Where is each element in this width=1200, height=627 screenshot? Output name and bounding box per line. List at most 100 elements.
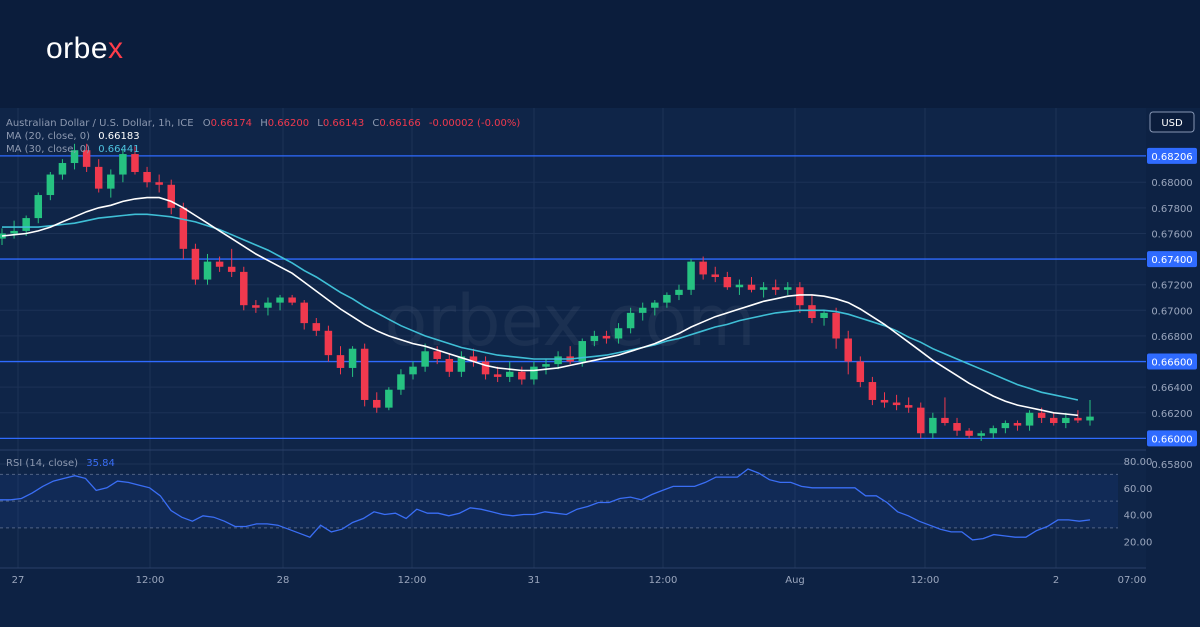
candle-body bbox=[288, 297, 296, 303]
candle-body bbox=[481, 361, 490, 375]
time-tick-label: 28 bbox=[277, 575, 290, 586]
candle-body bbox=[493, 374, 502, 377]
candle-body bbox=[227, 266, 236, 272]
candle-body bbox=[614, 328, 623, 339]
ma20-value: 0.66183 bbox=[98, 131, 139, 142]
candle-body bbox=[1086, 416, 1094, 421]
candle-body bbox=[215, 261, 224, 267]
candle-body bbox=[10, 230, 18, 234]
candle-body bbox=[723, 277, 732, 288]
candle-body bbox=[457, 356, 466, 372]
candle-body bbox=[590, 335, 599, 342]
candle-body bbox=[22, 218, 30, 231]
ohlc-close-value: 0.66166 bbox=[379, 118, 420, 129]
ohlc-close-key: C bbox=[372, 118, 379, 129]
candle-body bbox=[953, 423, 961, 431]
candle-body bbox=[554, 356, 562, 365]
candle-body bbox=[675, 289, 683, 295]
rsi-legend: RSI (14, close) 35.84 bbox=[6, 458, 115, 469]
ohlc-low-key: L bbox=[317, 118, 323, 129]
candle-body bbox=[832, 312, 840, 339]
ma20-label: MA (20, close, 0) bbox=[6, 131, 90, 142]
candle-body bbox=[626, 312, 635, 329]
grid bbox=[0, 108, 1146, 568]
candle-body bbox=[336, 355, 345, 368]
rsi-line bbox=[0, 468, 1091, 541]
price-tick-label: 0.66200 bbox=[1151, 409, 1192, 420]
currency-button-label: USD bbox=[1161, 118, 1183, 129]
symbol-label: Australian Dollar / U.S. Dollar, 1h, ICE bbox=[6, 118, 194, 129]
candle-body bbox=[530, 366, 538, 380]
rsi-label: RSI (14, close) bbox=[6, 458, 78, 469]
candle-body bbox=[602, 335, 611, 339]
ma30-legend: MA (30, close, 0) 0.66441 bbox=[6, 144, 140, 155]
candle-body bbox=[505, 371, 514, 377]
candle-body bbox=[409, 366, 417, 375]
time-tick-label: 07:00 bbox=[1118, 575, 1147, 586]
candle-body bbox=[941, 417, 949, 424]
candle-body bbox=[360, 348, 369, 400]
candle-body bbox=[856, 361, 865, 383]
ma30-line bbox=[2, 213, 1079, 401]
candle-body bbox=[796, 287, 804, 306]
candle-body bbox=[989, 428, 998, 434]
candle-body bbox=[651, 302, 659, 308]
candle-body bbox=[542, 364, 550, 367]
candle-body bbox=[276, 297, 284, 303]
candle-body bbox=[965, 430, 973, 436]
candle-body bbox=[820, 312, 828, 318]
ma20-line bbox=[1, 196, 1078, 417]
currency-button[interactable] bbox=[1149, 111, 1195, 133]
candle-body bbox=[119, 154, 127, 175]
candle-body bbox=[638, 307, 647, 313]
candle-body bbox=[70, 150, 79, 164]
price-tick-label: 0.67000 bbox=[1151, 306, 1192, 317]
price-tick-label: 0.66800 bbox=[1151, 332, 1192, 343]
candle-body bbox=[784, 287, 792, 290]
candle-body bbox=[711, 274, 719, 278]
candle-body bbox=[433, 351, 441, 359]
candle-body bbox=[1037, 412, 1046, 418]
candle-body bbox=[191, 248, 200, 280]
candle-body bbox=[469, 356, 478, 362]
candle-body bbox=[518, 371, 526, 380]
candle-body bbox=[107, 174, 115, 189]
plot-area bbox=[0, 108, 1146, 568]
time-tick-label: 12:00 bbox=[136, 575, 165, 586]
candle-body bbox=[1001, 423, 1010, 429]
level-tag-label: 0.66600 bbox=[1151, 358, 1192, 369]
candle-body bbox=[808, 305, 816, 318]
ma30-label: MA (30, close, 0) bbox=[6, 144, 90, 155]
candle-body bbox=[1025, 412, 1034, 426]
ohlc-open-key: O bbox=[203, 118, 211, 129]
candle-body bbox=[300, 302, 308, 324]
candle-body bbox=[747, 284, 756, 290]
rsi-value: 35.84 bbox=[86, 458, 115, 469]
time-tick-label: 27 bbox=[12, 575, 25, 586]
time-tick-label: 31 bbox=[528, 575, 541, 586]
time-tick-label: 12:00 bbox=[398, 575, 427, 586]
rsi-axis: 80.00 60.00 40.00 20.00 bbox=[1124, 457, 1153, 548]
price-tick-label: 0.67600 bbox=[1151, 229, 1192, 240]
candle-body bbox=[397, 374, 405, 390]
candle-body bbox=[312, 323, 321, 331]
symbol-legend: Australian Dollar / U.S. Dollar, 1h, ICE… bbox=[6, 118, 520, 129]
time-tick-label: 12:00 bbox=[649, 575, 678, 586]
time-tick-label: Aug bbox=[785, 575, 805, 586]
price-tick-label: 0.66400 bbox=[1151, 383, 1192, 394]
ma30-value: 0.66441 bbox=[98, 144, 139, 155]
candle-body bbox=[34, 195, 43, 219]
candle-body bbox=[131, 154, 139, 172]
ohlc-high-key: H bbox=[260, 118, 268, 129]
level-tag bbox=[1147, 147, 1197, 164]
price-tick-label: 0.67200 bbox=[1151, 281, 1192, 292]
candle-body bbox=[1013, 423, 1022, 426]
candle-body bbox=[868, 382, 877, 400]
change-value: -0.00002 (-0.00%) bbox=[429, 118, 520, 129]
candle-body bbox=[46, 174, 55, 196]
rsi-tick-label: 60.00 bbox=[1124, 484, 1153, 495]
rsi-tick-label: 40.00 bbox=[1124, 511, 1153, 522]
candle-body bbox=[892, 402, 901, 406]
candle-body bbox=[203, 261, 212, 280]
